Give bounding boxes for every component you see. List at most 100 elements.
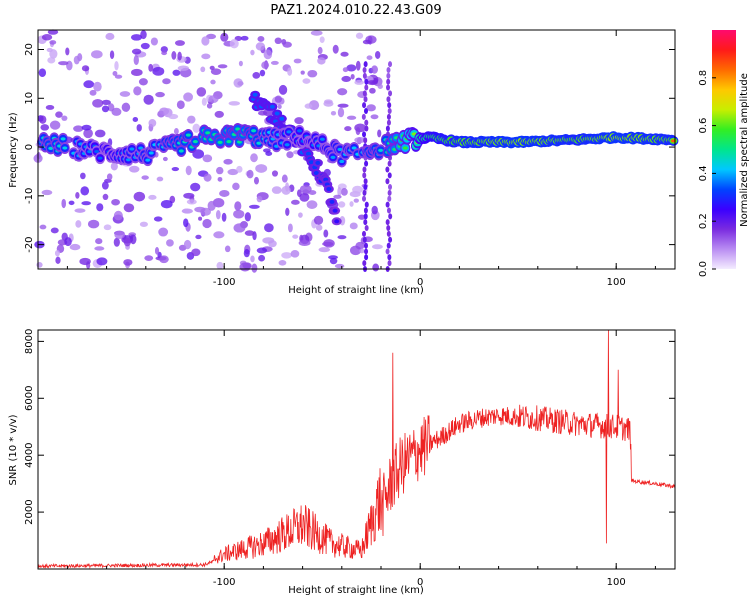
spectrogram-noise-blob <box>38 68 47 77</box>
spectrogram-ridge-core <box>145 158 151 162</box>
spectrogram-noise-blob <box>110 162 118 171</box>
spectrogram-ridge-core <box>351 146 357 150</box>
spectrogram-branch-core <box>252 92 258 97</box>
spectrogram-noise-blob <box>176 100 185 110</box>
spectrogram-noise-blob <box>133 55 139 66</box>
spectrogram-noise-blob <box>61 115 68 121</box>
spectrogram-noise-blob <box>114 230 126 239</box>
spectrogram-noise-blob <box>196 87 207 97</box>
spectrogram-noise-blob <box>87 219 100 229</box>
spectrogram-noise-blob <box>237 81 244 86</box>
spectrogram-noise-blob <box>47 57 56 64</box>
spectrogram-noise-blob <box>220 32 229 42</box>
spectrogram-branch-core <box>326 187 332 192</box>
spectrogram-noise-blob <box>337 186 342 197</box>
spectrogram-noise-blob <box>138 78 148 86</box>
spectrogram-noise-blob <box>244 212 251 222</box>
spectrogram-noise-blob <box>101 181 109 190</box>
spectrogram-noise-blob <box>239 262 251 272</box>
spectrogram-noise-blob <box>290 249 300 258</box>
spectrogram-ridge-core <box>62 146 68 150</box>
spectrogram-noise-blob <box>40 124 50 131</box>
spectrogram-noise-blob <box>112 71 118 77</box>
spectrogram-streak-blob <box>364 254 369 261</box>
snr-ticks: -100 0 100 2000 4000 6000 8000 <box>24 329 675 588</box>
spectrogram-noise-blob <box>68 200 75 206</box>
spectrogram-noise-blob <box>246 169 254 179</box>
spectrogram-noise-blob <box>96 203 104 212</box>
spectrogram-ridge-core <box>97 156 103 160</box>
spectrogram-streak-blob <box>362 72 367 79</box>
spectrogram-streak-blob <box>364 78 369 85</box>
spectrogram-streak-blob <box>362 189 367 196</box>
spectrogram-y-tick-label: 10 <box>24 92 35 105</box>
spectrogram-streak-blob <box>361 230 366 237</box>
spectrogram-noise-blob <box>317 57 326 65</box>
snr-x-tick-label: -100 <box>213 577 236 588</box>
spectrogram-noise-blob <box>318 247 331 253</box>
spectrogram-noise-blob <box>144 255 154 262</box>
spectrogram-noise-blob <box>366 55 373 60</box>
spectrogram-streak-blob <box>361 113 366 120</box>
spectrogram-noise-blob <box>93 81 102 92</box>
spectrogram-noise-blob <box>133 191 146 202</box>
spectrogram-streak-blob <box>386 119 391 126</box>
spectrogram-noise-blob <box>130 34 143 41</box>
spectrogram-noise-blob <box>46 47 53 53</box>
spectrogram-noise-blob <box>216 166 224 175</box>
spectrogram-noise-blob <box>274 95 283 103</box>
spectrogram-noise-blob <box>255 164 268 173</box>
spectrogram-noise-blob <box>113 237 120 247</box>
spectrogram-noise-blob <box>183 92 193 102</box>
spectrogram-noise-blob <box>362 39 372 45</box>
spectrogram-noise-blob <box>270 60 279 65</box>
spectrogram-branch-core <box>332 208 338 213</box>
spectrogram-ridge-core <box>337 147 343 152</box>
spectrogram-noise-blob <box>233 209 245 219</box>
snr-y-tick-label: 4000 <box>24 442 35 467</box>
spectrogram-noise-blob <box>334 263 345 269</box>
spectrogram-noise-blob <box>341 75 352 82</box>
spectrogram-noise-blob <box>47 29 59 35</box>
spectrogram-noise-blob <box>105 32 115 41</box>
spectrogram-ridge-core <box>60 137 66 141</box>
spectrogram-noise-blob <box>215 209 221 220</box>
colorbar: 0.0 0.2 0.4 0.6 0.8 Normalized spectral ampl… <box>698 30 750 277</box>
spectrogram-noise-blob <box>41 34 53 41</box>
spectrogram-ridge-core <box>205 131 211 135</box>
spectrogram-noise-blob <box>168 113 179 120</box>
spectrogram-noise-blob <box>80 186 90 196</box>
spectrogram-streak-blob <box>362 131 367 138</box>
spectrogram-streak-blob <box>362 260 367 267</box>
spectrogram-noise-blob <box>286 151 294 159</box>
spectrogram-noise-blob <box>298 239 311 246</box>
spectrogram-ridge-core <box>319 137 325 141</box>
spectrogram-noise-blob <box>250 49 255 56</box>
spectrogram-noise-blob <box>291 199 300 205</box>
spectrogram-noise-blob <box>45 105 55 110</box>
spectrogram-noise-blob <box>210 79 216 85</box>
spectrogram-ridge-core <box>286 130 292 134</box>
spectrogram-noise-blob <box>89 89 97 96</box>
spectrogram-noise-blob <box>354 136 366 144</box>
spectrogram-streak-blob <box>364 160 369 167</box>
spectrogram-noise-blob <box>263 49 273 60</box>
spectrogram-y-axis-label: Frequency (Hz) <box>8 112 19 188</box>
spectrogram-noise-blob <box>166 239 174 247</box>
colorbar-tick-label: 0.2 <box>698 213 709 229</box>
spectrogram-noise-blob <box>39 115 47 124</box>
spectrogram-noise-blob <box>251 263 258 273</box>
spectrogram-noise-blob <box>75 220 82 228</box>
spectrogram-noise-blob <box>317 46 323 55</box>
spectrogram-noise-blob <box>202 218 212 229</box>
spectrogram-noise-blob <box>323 239 335 248</box>
spectrogram-streak-blob <box>362 236 367 243</box>
spectrogram-streak-blob <box>388 236 393 243</box>
spectrogram-streak-blob <box>363 96 368 103</box>
spectrogram-noise-blob <box>81 201 91 206</box>
spectrogram-streak-blob <box>387 195 392 202</box>
spectrogram-noise-blob <box>285 182 290 192</box>
spectrogram-noise-blob <box>192 123 201 133</box>
spectrogram-noise-blob <box>79 257 91 266</box>
